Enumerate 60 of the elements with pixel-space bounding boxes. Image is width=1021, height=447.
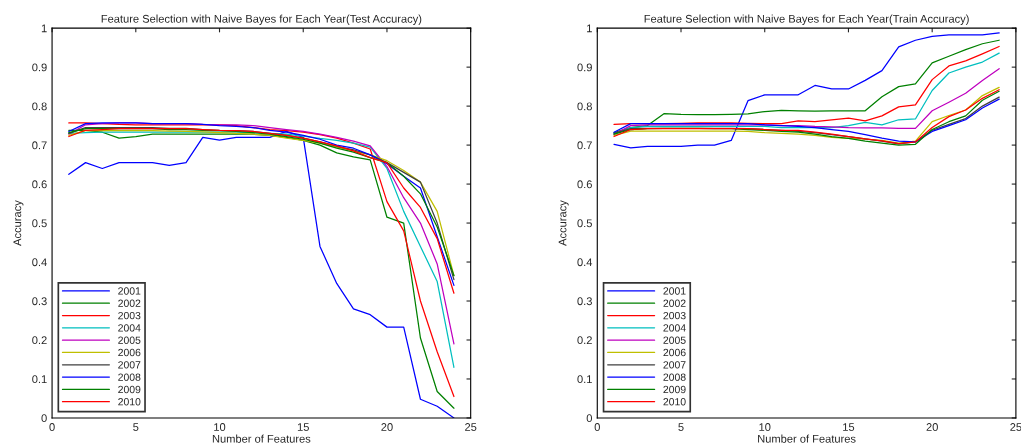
legend-label: 2001 <box>663 287 686 295</box>
legend-label: 2003 <box>118 311 141 320</box>
y-tick-label: 0.5 <box>577 219 592 228</box>
x-tick-label: 5 <box>133 423 139 431</box>
legend-label: 2009 <box>663 385 686 394</box>
legend-label: 2005 <box>663 336 686 344</box>
y-tick-label: 0.7 <box>32 141 47 150</box>
y-tick-label: 0.4 <box>577 258 593 267</box>
legend-label: 2009 <box>118 385 141 394</box>
y-tick-label: 1 <box>41 24 47 33</box>
y-tick-label: 0.8 <box>577 102 592 111</box>
legend-label: 2005 <box>118 336 141 344</box>
x-tick-label: 25 <box>465 423 477 431</box>
x-tick-label: 0 <box>594 423 600 431</box>
y-tick-label: 0.3 <box>32 297 47 306</box>
x-axis-title: Number of Features <box>212 434 311 443</box>
y-tick-label: 0 <box>41 414 47 423</box>
y-tick-label: 0.6 <box>32 180 47 189</box>
y-tick-label: 0 <box>586 414 592 423</box>
x-tick-label: 0 <box>49 423 55 431</box>
x-tick-label: 15 <box>843 423 855 431</box>
x-tick-label: 15 <box>297 423 309 431</box>
y-tick-label: 1 <box>587 24 592 33</box>
legend-label: 2010 <box>663 398 686 406</box>
y-tick-label: 0.9 <box>577 63 592 72</box>
legend-label: 2006 <box>663 348 686 357</box>
legend-label: 2004 <box>118 324 141 332</box>
legend-label: 2002 <box>118 299 141 307</box>
y-tick-label: 0.9 <box>32 63 47 72</box>
chart-title: Feature Selection with Naive Bayes for Each Year(Test Accuracy) <box>101 14 422 25</box>
y-tick-label: 0.8 <box>32 102 47 111</box>
x-tick-label: 20 <box>381 423 393 431</box>
legend-label: 2010 <box>118 398 141 406</box>
y-axis-title: Accuracy <box>13 200 24 246</box>
y-tick-label: 0.3 <box>577 297 592 306</box>
legend-label: 2008 <box>663 373 686 381</box>
legend-label: 2004 <box>663 324 686 332</box>
legend-label: 2001 <box>118 287 141 295</box>
legend-label: 2003 <box>663 311 686 320</box>
legend-label: 2006 <box>118 348 141 357</box>
y-tick-label: 0.1 <box>32 375 47 384</box>
legend-label: 2007 <box>663 361 686 369</box>
x-tick-label: 10 <box>214 423 226 431</box>
x-axis-title: Number of Features <box>758 434 856 443</box>
y-tick-label: 0.6 <box>577 180 592 189</box>
chart-title: Feature Selection with Naive Bayes for Each Year(Train Accuracy) <box>644 14 969 25</box>
legend-label: 2007 <box>118 361 141 369</box>
legend-label: 2008 <box>118 373 141 381</box>
y-tick-label: 0.5 <box>32 219 47 228</box>
x-tick-label: 20 <box>926 423 938 431</box>
y-axis-title: Accuracy <box>558 200 569 246</box>
y-tick-label: 0.7 <box>577 141 592 150</box>
y-tick-label: 0.2 <box>577 336 592 345</box>
x-tick-label: 5 <box>678 423 684 431</box>
x-tick-label: 25 <box>1010 423 1021 431</box>
legend-label: 2002 <box>663 299 686 307</box>
y-tick-label: 0.1 <box>577 375 592 384</box>
y-tick-label: 0.4 <box>32 258 47 267</box>
x-tick-label: 10 <box>759 423 771 431</box>
y-tick-label: 0.2 <box>32 336 47 345</box>
